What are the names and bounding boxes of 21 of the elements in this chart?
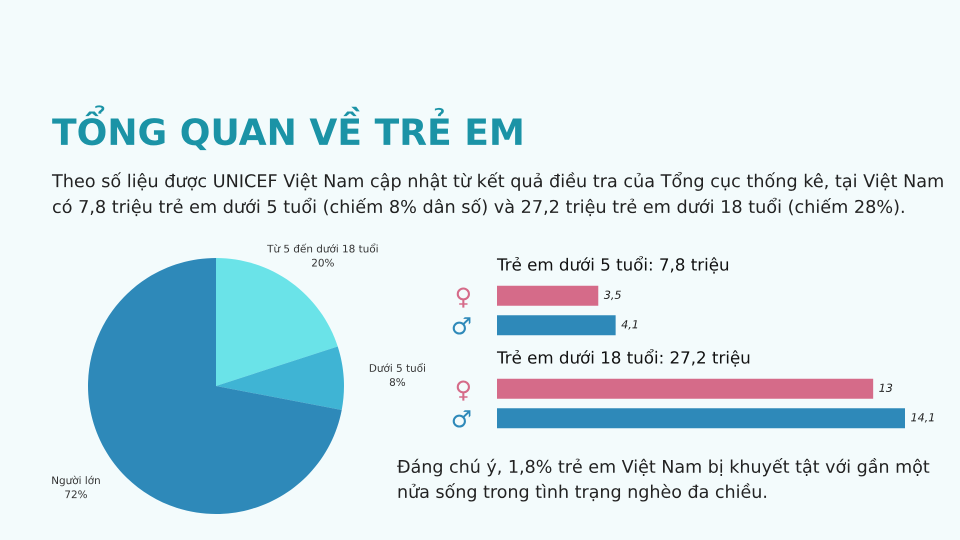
text: Theo số liệu được UNICEF Việt Nam cập nhật từ kết quả điều tra của Tổng cục thống kê, tại Việt Nam có 7,8 triệu trẻ em dưới 5 tuổi (chiếm 8% dân số) và 27,2 triệu trẻ em dưới 18 tuổi (chiếm 28%). bbox=[52, 172, 943, 216]
data-label: 14,1 bbox=[911, 413, 934, 423]
pie-slice bbox=[216, 346, 344, 410]
pie-slice bbox=[216, 258, 338, 386]
chart-title: Trẻ em dưới 5 tuổi: 7,8 triệu bbox=[496, 256, 728, 274]
data-label: 13 bbox=[879, 384, 892, 392]
y-tick-label: ♂ bbox=[452, 410, 470, 428]
slice-label: Người lớn bbox=[52, 476, 100, 486]
y-tick-label: ♀ bbox=[456, 287, 470, 308]
text: Đáng chú ý, 1,8% trẻ em Việt Nam bị khuyết tật với gần một nửa sống trong tình trạng nghèo đa chiều. bbox=[397, 458, 930, 502]
data-label: 4,1 bbox=[621, 320, 638, 330]
y-tick-label: ♀ bbox=[456, 380, 470, 401]
slice-label: Từ 5 đến dưới 18 tuổi bbox=[267, 243, 378, 253]
y-tick-label: ♂ bbox=[452, 317, 470, 335]
data-label: 8% bbox=[390, 378, 406, 386]
text: TỔNG QUAN VỀ TRẺ EM bbox=[52, 105, 522, 150]
slice-label: Dưới 5 tuổi bbox=[370, 362, 425, 372]
data-label: 72% bbox=[65, 490, 87, 498]
data-label: 20% bbox=[312, 258, 334, 267]
chart-title: Trẻ em dưới 18 tuổi: 27,2 triệu bbox=[496, 349, 750, 367]
data-label: 3,5 bbox=[604, 290, 621, 300]
